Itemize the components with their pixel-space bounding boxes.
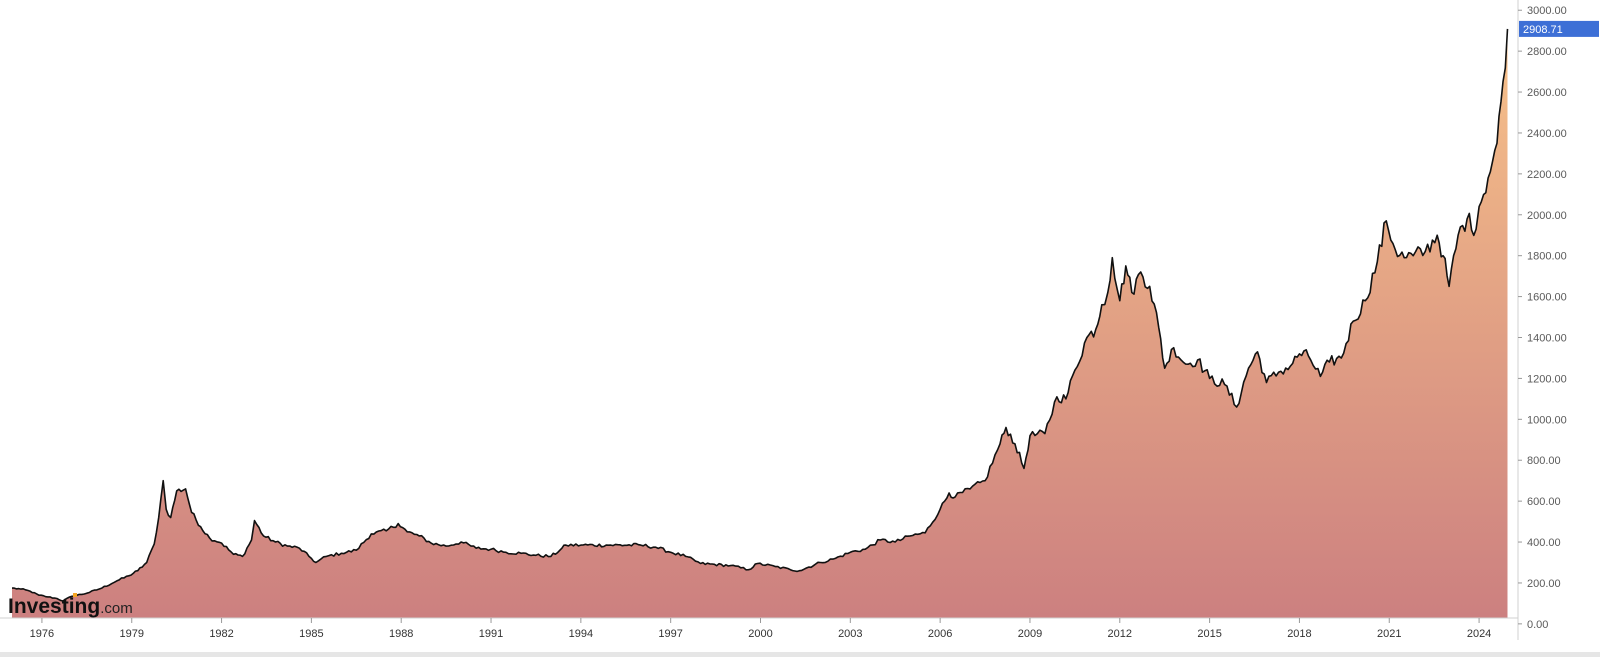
y-tick-label: 3000.00: [1527, 5, 1567, 17]
price-area-fill: [12, 28, 1508, 618]
last-price-tag: 2908.71: [1519, 20, 1599, 37]
y-tick-label: 800.00: [1527, 455, 1561, 467]
x-tick-label: 1991: [479, 628, 503, 640]
x-tick-label: 1997: [658, 628, 682, 640]
x-tick-label: 2024: [1467, 628, 1491, 640]
x-tick-label: 1979: [119, 628, 143, 640]
y-tick-label: 2200.00: [1527, 169, 1567, 181]
price-line: [12, 28, 1509, 602]
y-tick-label: 1400.00: [1527, 333, 1567, 345]
logo-accent-mark: [73, 593, 77, 597]
y-tick-label: 1000.00: [1527, 414, 1567, 426]
x-tick-label: 2006: [928, 628, 952, 640]
y-tick-label: 600.00: [1527, 496, 1561, 508]
y-tick-label: 200.00: [1527, 578, 1561, 590]
y-tick-label: 1800.00: [1527, 251, 1567, 263]
y-tick-label: 400.00: [1527, 537, 1561, 549]
x-axis: 1976 1979 1982 1985 1988 1991 1994 1997 2000 2003…: [30, 618, 1491, 640]
x-tick-label: 1976: [30, 628, 54, 640]
x-tick-label: 2018: [1287, 628, 1311, 640]
logo-text: Investing.com: [8, 595, 133, 618]
investing-logo: Investing.com: [8, 593, 133, 618]
y-axis: 0.00 200.00 400.00 600.00 800.00 1000.00 1200.…: [1518, 5, 1567, 631]
x-tick-label: 2009: [1018, 628, 1042, 640]
y-tick-label: 2800.00: [1527, 46, 1567, 58]
x-tick-label: 2012: [1108, 628, 1132, 640]
axis-layer: [0, 0, 1519, 640]
x-tick-label: 2015: [1197, 628, 1221, 640]
y-tick-label: 1200.00: [1527, 373, 1567, 385]
x-tick-label: 2021: [1377, 628, 1401, 640]
y-tick-label: 2000.00: [1527, 210, 1567, 222]
x-tick-label: 1994: [569, 628, 593, 640]
bottom-scroll-bar: [0, 652, 1600, 657]
x-tick-label: 2003: [838, 628, 862, 640]
x-tick-label: 1982: [209, 628, 233, 640]
y-tick-label: 2400.00: [1527, 128, 1567, 140]
area-layer: [12, 28, 1509, 618]
x-tick-label: 2000: [748, 628, 772, 640]
x-tick-label: 1988: [389, 628, 413, 640]
logo-suffix-text: .com: [100, 600, 133, 617]
logo-main-text: Investing: [8, 595, 100, 618]
y-tick-label: 0.00: [1527, 619, 1548, 631]
y-tick-label: 2600.00: [1527, 87, 1567, 99]
y-tick-label: 1600.00: [1527, 292, 1567, 304]
x-tick-label: 1985: [299, 628, 323, 640]
last-price-label: 2908.71: [1523, 24, 1563, 36]
last-price-tag-background: [1519, 20, 1599, 37]
